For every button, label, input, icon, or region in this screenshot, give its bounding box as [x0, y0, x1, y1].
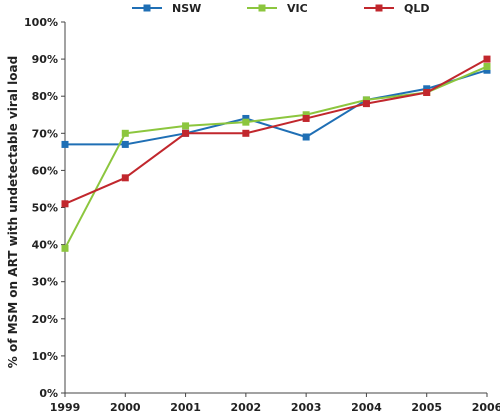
y-tick-label: 0%	[39, 387, 58, 400]
x-axis: 1999 2000 2001 2002 2003 2004 2005 2006	[50, 393, 500, 414]
data-point-vic	[242, 118, 250, 126]
x-tick-label: 2004	[351, 401, 382, 414]
y-tick-label: 10%	[32, 350, 58, 363]
data-point-qld	[182, 129, 190, 137]
x-tick-label: 2005	[411, 401, 442, 414]
data-point-qld	[242, 129, 250, 137]
x-tick-label: 2001	[170, 401, 201, 414]
y-tick-label: 100%	[24, 16, 58, 29]
data-point-qld	[423, 88, 431, 96]
data-point-vic	[362, 96, 370, 104]
data-point-nsw	[302, 133, 310, 141]
data-point-nsw	[121, 140, 129, 148]
data-point-qld	[61, 200, 69, 208]
legend-label-nsw: NSW	[172, 2, 201, 15]
y-tick-label: 20%	[32, 313, 58, 326]
y-tick-label: 80%	[32, 90, 58, 103]
y-axis: 0% 10% 20% 30% 40% 50% 60% 70% 80% 90% 100%	[24, 16, 65, 400]
x-tick-label: 2003	[291, 401, 322, 414]
series-group	[61, 55, 491, 252]
data-point-qld	[302, 114, 310, 122]
y-tick-label: 60%	[32, 164, 58, 177]
x-tick-label: 2006	[472, 401, 500, 414]
y-tick-label: 50%	[32, 202, 58, 215]
legend-marker-vic	[258, 4, 266, 12]
series-line-qld	[64, 58, 488, 205]
x-tick-label: 2000	[110, 401, 141, 414]
data-point-qld	[483, 55, 491, 63]
y-tick-label: 70%	[32, 127, 58, 140]
legend-label-qld: QLD	[404, 2, 430, 15]
data-point-vic	[61, 244, 69, 252]
y-tick-label: 90%	[32, 53, 58, 66]
y-axis-title: % of MSM on ART with undetectable viral …	[6, 56, 20, 368]
x-tick-label: 2002	[231, 401, 262, 414]
legend: NSW VIC QLD	[132, 2, 430, 15]
data-point-qld	[121, 174, 129, 182]
y-tick-label: 30%	[32, 276, 58, 289]
legend-marker-nsw	[143, 4, 151, 12]
data-point-qld	[362, 100, 370, 108]
x-tick-label: 1999	[50, 401, 81, 414]
data-point-nsw	[483, 66, 491, 74]
series-line-nsw	[65, 69, 488, 146]
data-point-vic	[121, 129, 129, 137]
data-point-nsw	[61, 140, 69, 148]
data-point-nsw	[242, 114, 250, 122]
data-point-vic	[302, 111, 310, 119]
data-point-nsw	[423, 85, 431, 93]
legend-label-vic: VIC	[287, 2, 308, 15]
data-point-vic	[483, 63, 491, 71]
data-point-vic	[182, 122, 190, 130]
y-tick-label: 40%	[32, 239, 58, 252]
legend-marker-qld	[375, 4, 383, 12]
